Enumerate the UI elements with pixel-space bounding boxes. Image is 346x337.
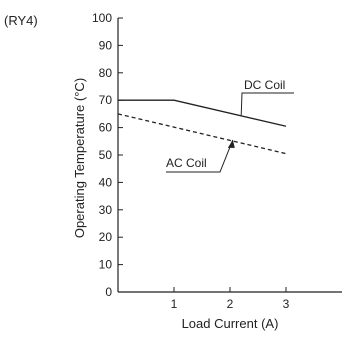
y-tick-label: 30 bbox=[99, 203, 113, 217]
x-tick-label: 3 bbox=[283, 297, 290, 311]
ac-coil-arrowhead bbox=[227, 139, 235, 148]
series-line-ac-coil bbox=[117, 113, 287, 155]
axes bbox=[117, 18, 342, 293]
x-tick-label: 2 bbox=[227, 297, 234, 311]
y-tick-label: 60 bbox=[99, 121, 113, 135]
y-tick-label: 50 bbox=[99, 148, 113, 162]
y-tick-label: 70 bbox=[99, 93, 113, 107]
y-tick-label: 80 bbox=[99, 66, 113, 80]
y-tick-label: 10 bbox=[99, 258, 113, 272]
series-lines bbox=[117, 99, 287, 155]
y-tick-label: 20 bbox=[99, 230, 113, 244]
chart-corner-label: (RY4) bbox=[4, 13, 38, 28]
series-line-dc-coil bbox=[118, 99, 287, 127]
y-tick-label: 100 bbox=[92, 11, 112, 25]
x-axis-title: Load Current (A) bbox=[182, 316, 279, 331]
series-label-ac-coil: AC Coil bbox=[166, 156, 207, 170]
y-tick-label: 40 bbox=[99, 175, 113, 189]
y-axis-title: Operating Temperature (°C) bbox=[72, 78, 87, 238]
y-tick-label: 0 bbox=[105, 285, 112, 299]
ac-coil-leader bbox=[166, 139, 234, 173]
x-tick-label: 1 bbox=[171, 297, 178, 311]
x-axis-ticks: 1 2 3 bbox=[171, 287, 290, 311]
series-label-dc-coil: DC Coil bbox=[244, 78, 285, 92]
dc-coil-leader bbox=[240, 92, 294, 116]
y-tick-label: 90 bbox=[99, 38, 113, 52]
series-annotations: DC Coil AC Coil bbox=[166, 78, 294, 173]
